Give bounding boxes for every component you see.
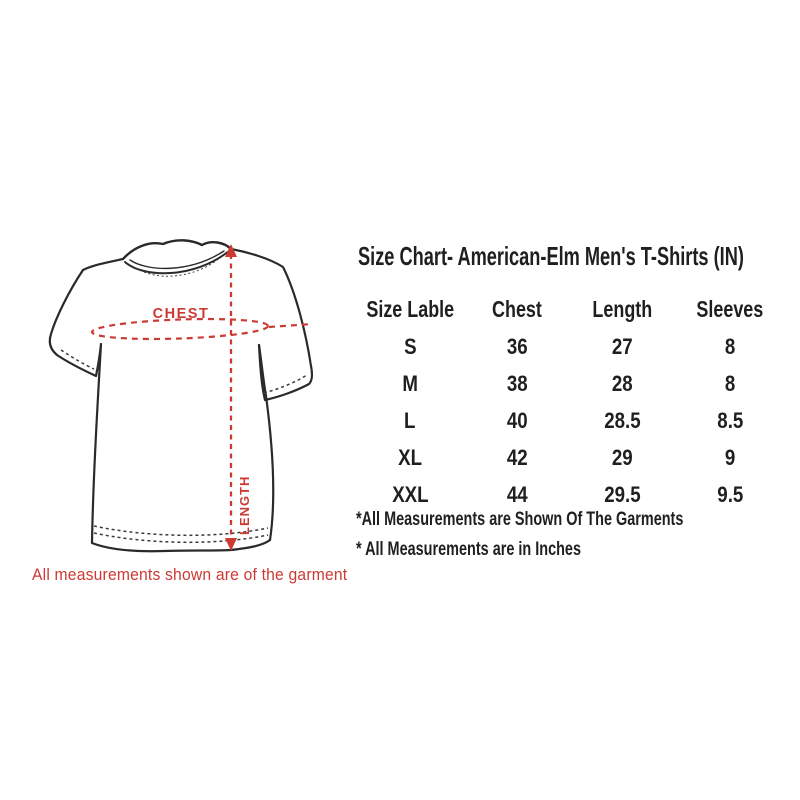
diagram-caption: All measurements shown are of the garmen… — [32, 566, 348, 584]
cell-xxl-length: 29.5 — [603, 481, 641, 507]
cell-s-sleeves: 8 — [724, 333, 736, 359]
cell-xxl-chest: 44 — [506, 481, 528, 507]
cell-s-length: 27 — [611, 333, 633, 359]
length-label: LENGTH — [237, 476, 252, 535]
size-table: Size Lable Chest Length Sleeves S 36 27 … — [354, 290, 784, 513]
cell-xxl-size: XXL — [391, 481, 429, 507]
cell-s-chest: 36 — [506, 333, 528, 359]
tshirt-diagram: CHEST LENGTH — [48, 239, 314, 553]
cell-xl-length: 29 — [611, 444, 633, 470]
cell-l-sleeves: 8.5 — [716, 407, 744, 433]
cell-m-sleeves: 8 — [724, 370, 736, 396]
col-header-size-lable: Size Lable — [366, 295, 454, 322]
measurement-annotations: CHEST LENGTH — [90, 244, 313, 551]
stitch-lines — [60, 256, 308, 544]
footnote-garments: *All Measurements are Shown Of The Garme… — [356, 509, 684, 530]
chest-measure-extension — [268, 322, 313, 329]
tshirt-outline — [48, 239, 314, 553]
arrow-down-icon — [225, 538, 237, 551]
cell-l-length: 28.5 — [603, 407, 641, 433]
col-header-length: Length — [592, 295, 652, 322]
arrow-up-icon — [225, 244, 237, 257]
cell-m-length: 28 — [611, 370, 633, 396]
cell-xl-sleeves: 9 — [724, 444, 736, 470]
col-header-sleeves: Sleeves — [696, 295, 764, 322]
cell-xl-chest: 42 — [506, 444, 528, 470]
chest-label: CHEST — [153, 306, 210, 322]
cell-m-chest: 38 — [506, 370, 528, 396]
chest-measure-ellipse — [90, 317, 270, 341]
cell-xxl-sleeves: 9.5 — [716, 481, 744, 507]
cell-s-size: S — [403, 333, 417, 359]
size-chart-title: Size Chart- American-Elm Men's T-Shirts … — [358, 241, 744, 271]
cell-m-size: M — [402, 370, 418, 396]
col-header-chest: Chest — [492, 295, 542, 322]
cell-l-size: L — [404, 407, 416, 433]
cell-xl-size: XL — [398, 444, 422, 470]
cell-l-chest: 40 — [506, 407, 528, 433]
footnote-inches: * All Measurements are in Inches — [356, 539, 581, 560]
